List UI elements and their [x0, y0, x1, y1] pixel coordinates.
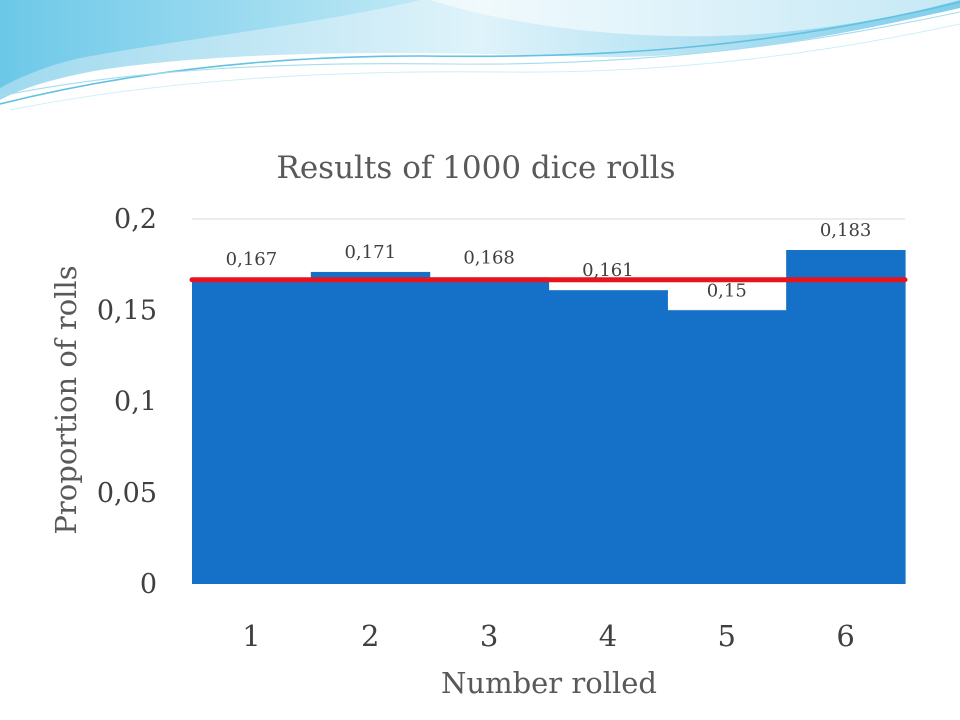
y-axis-label: Proportion of rolls [49, 265, 83, 534]
bar-4 [548, 290, 668, 584]
x-tick-label: 2 [361, 619, 379, 653]
bar-2 [310, 271, 431, 584]
y-tick-label: 0,1 [114, 387, 157, 418]
bar-6 [786, 250, 906, 584]
x-axis-label: Number rolled [441, 666, 657, 700]
data-label: 0,168 [463, 247, 515, 268]
y-tick-label: 0,15 [97, 295, 157, 326]
x-tick-label: 1 [242, 619, 260, 653]
data-label: 0,15 [707, 280, 747, 301]
x-tick-label: 5 [718, 619, 736, 653]
data-label: 0,167 [226, 249, 278, 270]
y-tick-label: 0,2 [114, 204, 157, 235]
y-tick-label: 0 [140, 569, 157, 600]
bars [192, 250, 906, 584]
data-labels: 0,167 0,171 0,168 0,161 0,15 0,183 [226, 220, 872, 301]
bar-3 [429, 277, 550, 584]
data-label: 0,171 [344, 242, 396, 263]
wave-header-decoration [0, 0, 960, 111]
y-tick-label: 0,05 [97, 478, 157, 509]
y-axis-ticks: 0 0,05 0,1 0,15 0,2 [97, 204, 157, 600]
data-label: 0,183 [820, 220, 872, 241]
x-axis-ticks: 1 2 3 4 5 6 [242, 619, 855, 653]
bar-1 [192, 279, 312, 584]
data-label: 0,161 [582, 260, 634, 281]
x-tick-label: 3 [480, 619, 498, 653]
x-tick-label: 4 [599, 619, 617, 653]
bar-5 [667, 310, 787, 584]
x-tick-label: 6 [836, 619, 854, 653]
chart-title: Results of 1000 dice rolls [277, 150, 676, 186]
